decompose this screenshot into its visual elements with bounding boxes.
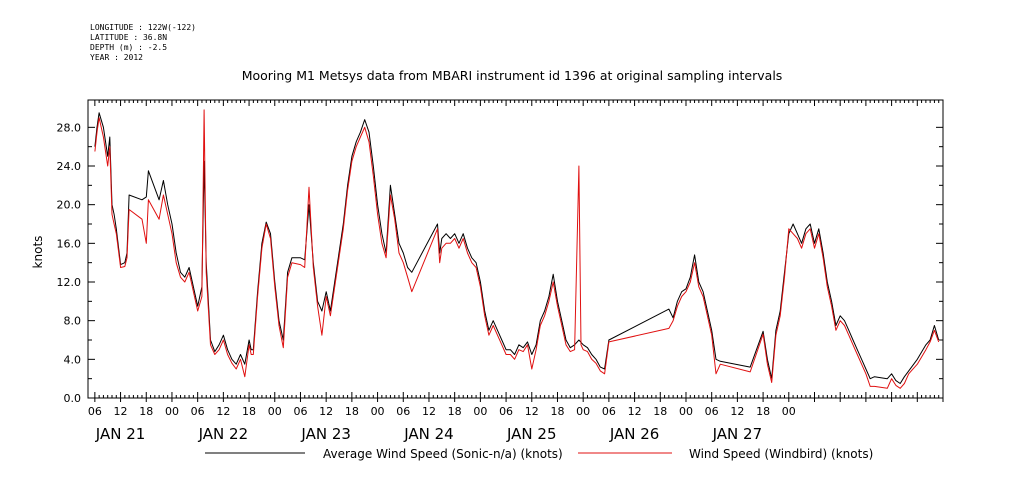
- x-tick-label: 00: [576, 405, 590, 418]
- plot-frame: [87, 99, 944, 399]
- chart-title: Mooring M1 Metsys data from MBARI instru…: [242, 68, 783, 83]
- longitude-label: LONGITUDE : 122W(-122): [90, 23, 196, 32]
- x-tick-label: 06: [191, 405, 205, 418]
- x-tick-label: 06: [293, 405, 307, 418]
- legend: Average Wind Speed (Sonic-n/a) (knots) W…: [205, 447, 873, 461]
- day-label: JAN 22: [198, 425, 249, 443]
- day-label: JAN 25: [506, 425, 557, 443]
- x-tick-label: 00: [371, 405, 385, 418]
- x-tick-label: 18: [345, 405, 359, 418]
- day-label: JAN 21: [95, 425, 146, 443]
- y-tick-label: 0.0: [64, 392, 82, 405]
- x-tick-label: 06: [88, 405, 102, 418]
- y-tick-label: 28.0: [57, 121, 82, 134]
- x-tick-label: 18: [139, 405, 153, 418]
- x-tick-label: 00: [782, 405, 796, 418]
- x-tick-label: 06: [602, 405, 616, 418]
- y-tick-label: 12.0: [57, 276, 82, 289]
- x-tick-label: 12: [730, 405, 744, 418]
- y-tick-label: 8.0: [64, 315, 82, 328]
- latitude-label: LATITUDE : 36.8N: [90, 33, 167, 42]
- metadata-block: LONGITUDE : 122W(-122) LATITUDE : 36.8N …: [90, 23, 196, 62]
- y-tick-label: 16.0: [57, 237, 82, 250]
- legend-label-average: Average Wind Speed (Sonic-n/a) (knots): [323, 447, 563, 461]
- y-tick-label: 4.0: [64, 353, 82, 366]
- x-tick-label: 00: [165, 405, 179, 418]
- day-label: JAN 26: [609, 425, 660, 443]
- x-tick-label: 00: [679, 405, 693, 418]
- x-tick-label: 12: [114, 405, 128, 418]
- day-label: JAN 23: [300, 425, 351, 443]
- x-tick-label: 06: [499, 405, 513, 418]
- series-lines: [94, 109, 940, 389]
- x-tick-label: 12: [319, 405, 333, 418]
- legend-label-windbird: Wind Speed (Windbird) (knots): [689, 447, 873, 461]
- x-axis-ticks: 06 12 18 00 06 12 18 00 06 12 18 00 06 12 18 00 06 12 18 00…: [88, 100, 944, 443]
- x-tick-label: 12: [422, 405, 436, 418]
- x-tick-label: 18: [756, 405, 770, 418]
- x-tick-label: 18: [242, 405, 256, 418]
- series-windbird-wind-speed-line: [94, 109, 940, 389]
- y-axis-label: knots: [31, 236, 45, 269]
- x-tick-label: 12: [525, 405, 539, 418]
- x-tick-label: 18: [448, 405, 462, 418]
- x-tick-label: 18: [653, 405, 667, 418]
- depth-label: DEPTH (m) : -2.5: [90, 43, 167, 52]
- x-tick-label: 18: [550, 405, 564, 418]
- x-tick-label: 06: [396, 405, 410, 418]
- y-tick-label: 20.0: [57, 199, 82, 212]
- series-average-wind-speed-line: [94, 112, 940, 384]
- x-tick-label: 12: [216, 405, 230, 418]
- x-tick-label: 00: [268, 405, 282, 418]
- x-tick-label: 06: [705, 405, 719, 418]
- x-tick-label: 00: [473, 405, 487, 418]
- day-label: JAN 24: [403, 425, 454, 443]
- year-label: YEAR : 2012: [90, 53, 143, 62]
- day-label: JAN 27: [712, 425, 763, 443]
- y-tick-label: 24.0: [57, 160, 82, 173]
- y-axis-ticks: 0.0 4.0 8.0 12.0 16.0 20.0 24.0 28.0: [57, 121, 943, 405]
- x-tick-label: 12: [628, 405, 642, 418]
